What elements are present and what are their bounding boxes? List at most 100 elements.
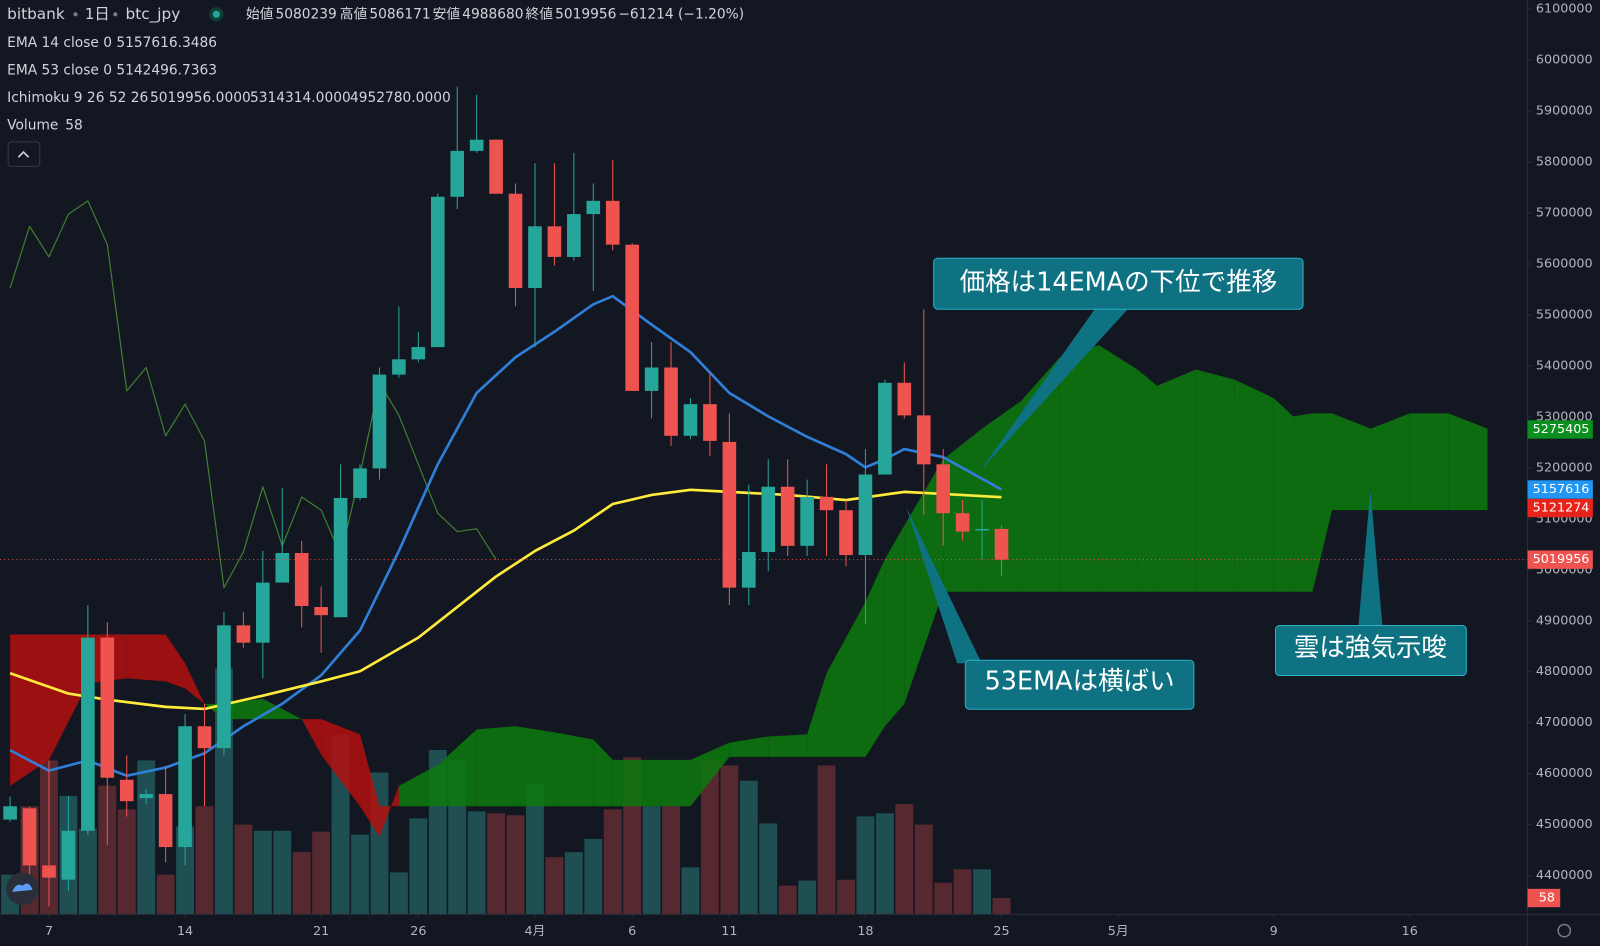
callout-text: 価格は14EMAの下位で推移 <box>960 268 1278 298</box>
volume-bar <box>700 760 719 915</box>
candle-body <box>81 637 95 831</box>
y-tick-label: 5800000 <box>1536 155 1593 170</box>
high-value: 5086171 <box>369 6 430 22</box>
y-tick-label: 5400000 <box>1536 358 1593 373</box>
logo-mark <box>12 883 33 892</box>
separator <box>73 12 78 17</box>
candle-body <box>372 374 387 469</box>
volume-bar <box>78 828 97 915</box>
callout-box <box>964 659 1195 710</box>
volume-bar <box>584 838 603 915</box>
candle-layer <box>0 86 1528 907</box>
volume-bar <box>603 809 622 915</box>
x-tick-label: 21 <box>313 924 329 939</box>
exchange: bitbank <box>7 5 65 23</box>
legend-label: EMA 14 close 0 <box>7 35 112 51</box>
legend: EMA 14 close 0 5157616.3486 EMA 53 close… <box>7 35 451 167</box>
cloud-segment <box>768 734 808 757</box>
cloud-segment <box>223 698 263 720</box>
volume-bar <box>195 806 214 915</box>
x-tick-label: 25 <box>993 924 1009 939</box>
candle-body <box>567 214 581 257</box>
candle-body <box>819 496 834 511</box>
price-tag-label: 5121274 <box>1533 501 1590 516</box>
cloud-segment <box>904 459 944 704</box>
volume-tag <box>1527 888 1561 908</box>
candle-body <box>314 607 328 616</box>
volume-bar <box>467 811 486 915</box>
legend-label: Ichimoku 9 26 52 26 <box>7 90 148 106</box>
candle-body <box>469 139 484 151</box>
y-tick-label: 4400000 <box>1536 868 1593 883</box>
volume-bar <box>526 783 544 915</box>
candle-body <box>936 464 951 514</box>
callout-box <box>1275 625 1467 677</box>
price-tag <box>1527 420 1593 439</box>
candle-body <box>22 808 37 866</box>
high-label: 高値 <box>340 5 368 22</box>
cloud-segment <box>515 726 555 807</box>
candle-body <box>42 865 56 878</box>
cloud-segment <box>360 734 380 837</box>
x-tick-label: 14 <box>177 924 193 939</box>
cloud-segment <box>807 673 827 757</box>
open-value: 5080239 <box>276 6 337 22</box>
candle-body <box>742 551 756 588</box>
cloud-segment <box>1137 369 1158 592</box>
candle-body <box>508 193 523 288</box>
collapse-button[interactable] <box>7 141 41 167</box>
candle-body <box>139 794 153 799</box>
volume-bar <box>98 785 117 915</box>
volume-bar <box>914 824 933 915</box>
cloud-segment <box>48 634 88 760</box>
annotations: 価格は14EMAの下位で推移 53EMAは横ばい 雲は強気示唆 <box>906 257 1467 710</box>
cloud-segment <box>1370 413 1410 511</box>
candle-body <box>450 150 465 197</box>
volume-bar <box>759 823 778 915</box>
candle-body <box>353 468 367 498</box>
cloud-segment <box>1273 398 1294 592</box>
candle-body <box>61 830 76 880</box>
candle-body <box>703 404 717 441</box>
volume-bar <box>292 852 311 915</box>
x-tick-label: 16 <box>1402 924 1418 939</box>
cloud-segment <box>1293 413 1313 592</box>
status-dot <box>212 10 220 18</box>
lagging-span <box>9 200 497 589</box>
legend-value: 5314314.0000 <box>250 90 351 106</box>
x-tick-label: 6 <box>628 924 636 939</box>
candle-body <box>256 582 270 643</box>
price-tag-label: 5275405 <box>1533 422 1590 437</box>
cloud-segment <box>1098 345 1138 592</box>
callout-box <box>933 257 1304 310</box>
price-tag-label: 5157616 <box>1533 482 1590 497</box>
cloud-segment <box>10 634 49 786</box>
y-tick-label: 5200000 <box>1536 460 1593 475</box>
volume-bar <box>117 809 136 915</box>
y-tick-label: 6100000 <box>1536 2 1593 17</box>
volume-bar <box>389 872 408 915</box>
volume-bar <box>992 898 1011 915</box>
settings-icon[interactable] <box>1557 923 1572 938</box>
close-value: 5019956 <box>555 6 616 22</box>
candle-body <box>605 200 620 245</box>
cloud-segment <box>865 559 885 757</box>
y-tick-label: 6000000 <box>1536 53 1593 68</box>
volume-bar <box>875 813 894 915</box>
low-value: 4988680 <box>462 6 523 22</box>
interval: 1日 <box>85 5 110 23</box>
volume-bar <box>545 857 564 915</box>
volume-bar <box>681 867 700 915</box>
volume-bar <box>234 824 253 915</box>
candle-body <box>430 196 445 348</box>
volume-bar <box>973 869 992 915</box>
y-tick-label: 5900000 <box>1536 104 1593 119</box>
cloud-segment <box>593 739 613 807</box>
volume-bar <box>739 780 758 915</box>
x-tick-label: 7 <box>45 924 53 939</box>
volume-bar <box>564 852 583 915</box>
legend-label: Volume <box>7 118 58 134</box>
candle-body <box>294 552 309 606</box>
y-tick-label: 5500000 <box>1536 307 1593 322</box>
candle-body <box>994 528 1009 560</box>
